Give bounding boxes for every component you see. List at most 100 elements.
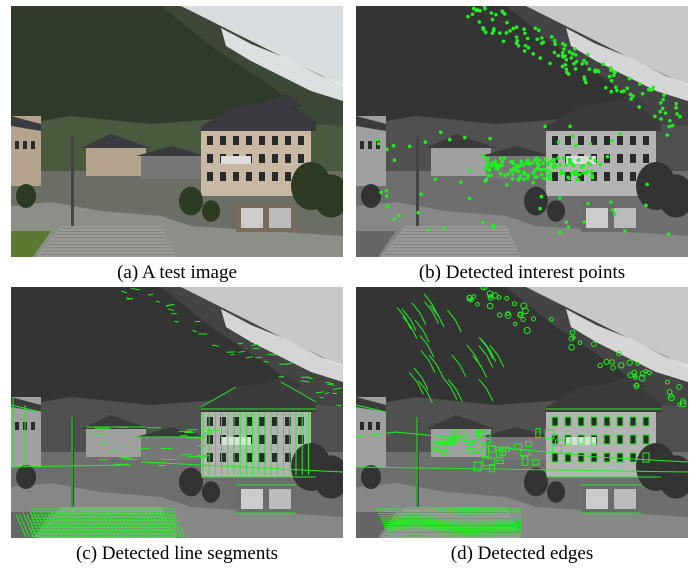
edge xyxy=(512,321,518,326)
interest-point xyxy=(505,20,509,25)
edge xyxy=(626,359,633,366)
interest-point xyxy=(510,172,515,176)
interest-point xyxy=(605,154,610,159)
edge xyxy=(469,448,479,454)
interest-point xyxy=(489,11,494,15)
interest-point xyxy=(573,53,578,57)
interest-point xyxy=(558,230,562,235)
interest-point xyxy=(553,42,557,47)
interest-point xyxy=(552,50,557,55)
interest-point xyxy=(568,124,572,129)
interest-point xyxy=(459,180,463,184)
interest-point xyxy=(625,86,629,91)
edge xyxy=(642,416,650,427)
interest-point xyxy=(609,68,613,72)
edge xyxy=(465,444,473,449)
interest-point xyxy=(423,140,428,144)
interest-point xyxy=(407,144,412,149)
interest-point xyxy=(570,52,575,56)
interest-point xyxy=(384,194,389,198)
interest-point xyxy=(576,158,581,162)
interest-point xyxy=(379,190,383,195)
interest-point xyxy=(534,156,539,160)
interest-point xyxy=(573,169,578,174)
interest-point xyxy=(532,168,537,172)
line-segment xyxy=(167,308,174,311)
interest-point xyxy=(560,64,565,69)
interest-point xyxy=(574,143,578,148)
edge xyxy=(384,527,522,530)
tree xyxy=(313,174,343,218)
interest-point xyxy=(561,41,565,46)
interest-point xyxy=(517,169,521,174)
edge xyxy=(408,372,424,395)
edge xyxy=(447,379,463,402)
line-segment xyxy=(251,343,259,347)
edge xyxy=(632,375,638,380)
edge xyxy=(629,434,637,445)
interest-point xyxy=(667,124,672,129)
edge xyxy=(590,416,598,427)
interest-point xyxy=(538,56,543,60)
small-houses xyxy=(431,146,491,176)
interest-point xyxy=(498,156,503,161)
interest-point xyxy=(396,214,401,218)
edge xyxy=(396,306,412,330)
edge xyxy=(504,311,512,319)
interest-point xyxy=(553,164,558,169)
edge xyxy=(475,430,486,437)
interest-point xyxy=(590,175,595,180)
tree xyxy=(313,455,343,499)
interest-point xyxy=(582,77,587,82)
edge xyxy=(568,343,575,351)
interest-point xyxy=(574,59,579,64)
line-segment xyxy=(336,404,342,407)
snowy-slope xyxy=(221,309,343,382)
edge xyxy=(511,301,517,307)
interest-point xyxy=(659,117,663,121)
edge xyxy=(635,361,640,366)
edge xyxy=(616,452,624,463)
interest-point xyxy=(494,12,498,17)
interest-point xyxy=(580,61,584,66)
interest-point xyxy=(514,25,519,30)
panel-edges xyxy=(356,287,688,538)
interest-point xyxy=(608,200,613,204)
edge xyxy=(517,311,523,317)
edge xyxy=(498,446,510,452)
interest-point xyxy=(468,168,472,173)
interest-point xyxy=(658,109,662,114)
edge xyxy=(383,525,522,528)
interest-point xyxy=(385,147,389,152)
interest-point xyxy=(601,62,606,67)
edge xyxy=(451,354,467,378)
interest-point xyxy=(564,67,569,72)
edge xyxy=(610,365,616,371)
edge xyxy=(532,459,540,466)
interest-point xyxy=(612,212,617,217)
edge xyxy=(643,368,648,374)
interest-point xyxy=(564,220,569,224)
interest-point xyxy=(644,203,648,208)
interest-point xyxy=(678,114,682,119)
interest-point xyxy=(514,166,519,171)
tree xyxy=(16,465,36,489)
interest-point xyxy=(645,182,649,187)
interest-point xyxy=(563,163,568,167)
interest-point xyxy=(575,177,579,182)
line-segment xyxy=(327,383,335,386)
interest-point xyxy=(490,31,495,35)
line-segments xyxy=(11,287,343,538)
tree xyxy=(547,200,565,222)
edge xyxy=(551,416,559,427)
edge xyxy=(634,382,640,388)
caption-c: (c) Detected line segments xyxy=(75,543,279,564)
interest-point xyxy=(588,162,593,167)
interest-point xyxy=(558,196,562,200)
edge xyxy=(496,295,502,300)
snowy-slope xyxy=(566,28,688,101)
tree xyxy=(524,467,548,497)
interest-point xyxy=(488,173,493,178)
interest-point xyxy=(522,49,527,53)
edge xyxy=(666,388,673,395)
